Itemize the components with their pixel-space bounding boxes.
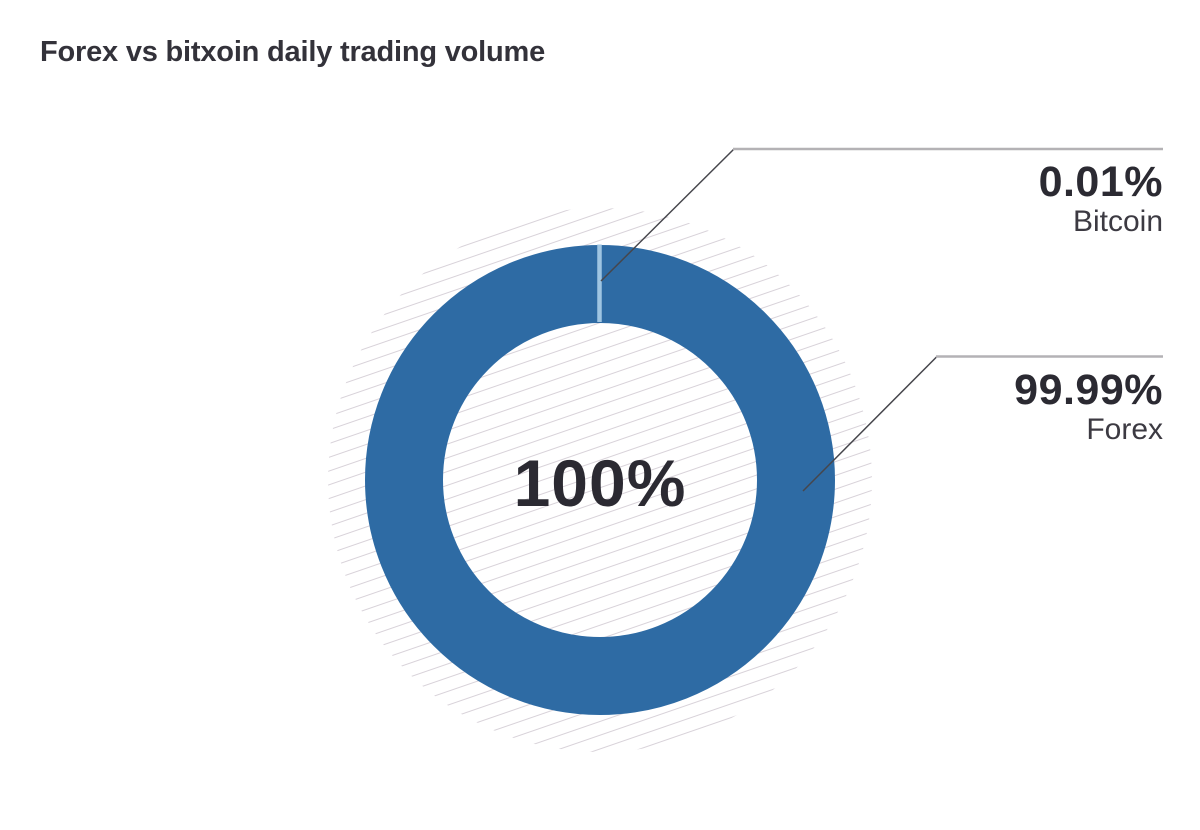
bitcoin-label-block: 0.01% Bitcoin (1039, 160, 1163, 238)
donut-center-total-label: 100% (513, 446, 687, 520)
forex-label-block: 99.99% Forex (1014, 368, 1163, 446)
bitcoin-callout-diagonal-line (600, 148, 735, 282)
bitcoin-name-label: Bitcoin (1072, 205, 1163, 238)
chart-title: Forex vs bitxoin daily trading volume (40, 36, 546, 68)
bitcoin-value-label: 0.01% (1038, 158, 1163, 206)
forex-value-label: 99.99% (1014, 366, 1163, 414)
forex-name-label: Forex (1086, 413, 1163, 446)
forex-callout-diagonal-line (802, 355, 938, 492)
